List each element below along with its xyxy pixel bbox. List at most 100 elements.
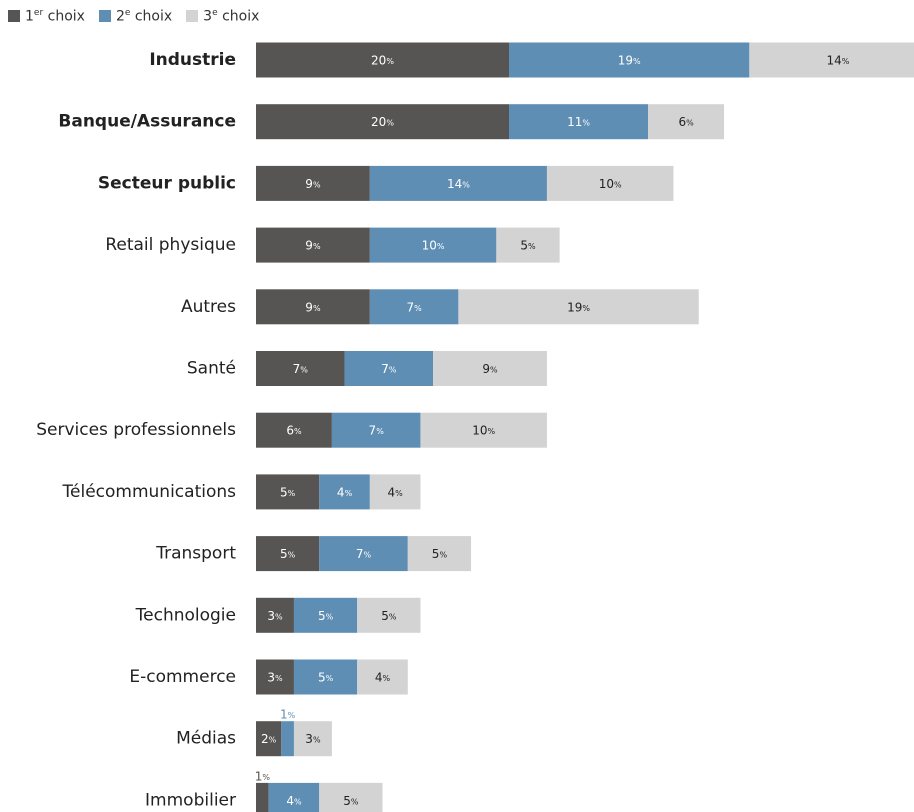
bar-segment-2e [319,536,408,572]
category-label: Transport [155,544,236,564]
bar-segment-3e [546,165,674,201]
bar-segment-2e [331,412,421,448]
data-label-3e: 6% [678,115,694,129]
bar-segment-2e [344,351,434,386]
legend: 1er choix 2e choix 3e choix [8,8,259,25]
category-label: Technologie [135,605,236,625]
data-label-1er: 3% [267,609,283,623]
data-label-3e: 3% [305,732,321,746]
data-label-2e: 7% [407,300,423,314]
bar-segment-3e [433,351,547,386]
data-label-2e: 5% [318,671,334,685]
data-label-1er: 9% [305,177,321,191]
bar-segment-1er [256,104,509,140]
data-label-1er: 9% [305,239,321,253]
category-label: Santé [187,359,236,379]
data-label-2e: 7% [369,424,385,438]
bar-segment-1er [256,289,370,325]
data-label-3e: 5% [381,609,397,623]
category-label: Télécommunications [62,482,237,502]
data-label-3e: 9% [482,362,498,376]
bar-segment-3e [749,42,914,78]
data-label-1er: 20% [371,115,394,129]
data-label-2e: 10% [422,239,445,253]
legend-swatch-1er [8,10,20,23]
bar-segment-2e [369,165,547,201]
data-label-1er: 20% [371,54,394,68]
bar-segment-3e [407,536,472,572]
data-label-2e: 19% [618,54,641,68]
data-label-1er: 3% [267,671,283,685]
data-label-2e: 7% [356,547,372,561]
data-label-2e: 4% [337,485,353,499]
category-label: Industrie [149,50,236,70]
legend-label-1er: 1er choix [25,8,85,25]
data-label-3e: 5% [520,239,536,253]
bar-segment-2e [509,42,750,78]
category-label: Immobilier [145,790,236,810]
bar-segment-2e [293,659,358,695]
bar-segment-3e [496,227,560,263]
bar-segment-1er [256,412,332,448]
data-label-1er: 6% [286,424,302,438]
data-label-1er: 9% [305,300,321,314]
data-label-3e: 10% [599,177,622,191]
data-label-2e: 7% [381,362,397,376]
bar-segment-1er [256,351,345,386]
data-label-3e: 10% [472,424,495,438]
legend-swatch-2e [98,10,111,23]
category-label: Banque/Assurance [58,112,236,132]
bar-segment-2e [319,474,370,510]
bar-segment-3e [319,782,383,812]
bar-segment-2e [293,597,358,633]
data-label-2e: 14% [447,177,470,191]
data-label-3e: 14% [826,54,849,68]
legend-item-2e-choix: 2e choix [98,8,173,25]
legend-item-1er-choix: 1er choix [8,8,85,25]
bar-segment-3e [369,474,421,510]
data-label-3e: 19% [567,300,590,314]
bar-segment-1er [256,721,282,757]
category-label: Secteur public [98,173,236,193]
bar-segment-1er [256,782,269,812]
bar-segment-3e [458,289,699,325]
legend-label-2e: 2e choix [115,8,173,25]
data-label-1er: 5% [280,485,296,499]
data-label-1er: 1% [255,769,271,783]
data-label-3e: 4% [375,671,391,685]
data-label-1er: 2% [261,732,277,746]
bar-segment-1er [256,536,320,572]
bar-segment-1er [256,165,370,201]
bar-segment-1er [256,42,509,78]
category-label: E-commerce [129,667,236,687]
bar-segment-2e [369,289,459,325]
data-label-1er: 5% [280,547,296,561]
legend-swatch-3e [186,10,199,23]
bar-segment-1er [256,474,320,510]
data-label-2e: 4% [286,794,302,808]
bar-segment-2e [268,782,320,812]
bar-segment-2e [281,721,294,757]
legend-label-3e: 3e choix [203,8,260,25]
bar-segment-1er [256,227,370,263]
category-label: Autres [181,297,236,317]
bar-segment-3e [357,597,421,633]
data-label-1er: 7% [293,362,309,376]
data-label-3e: 4% [388,485,404,499]
bar-segment-3e [293,721,332,757]
bar-segment-1er [256,659,294,695]
category-label: Médias [176,729,236,749]
category-label: Services professionnels [36,420,236,440]
bar-segment-3e [420,412,547,448]
category-label: Retail physique [105,235,236,255]
data-label-2e: 1% [280,708,296,722]
legend-item-3e-choix: 3e choix [186,8,259,25]
data-label-2e: 5% [318,609,334,623]
data-label-3e: 5% [432,547,448,561]
data-label-3e: 5% [343,794,359,808]
data-label-2e: 11% [567,115,590,129]
bar-segment-2e [369,227,497,263]
bar-segment-1er [256,597,294,633]
